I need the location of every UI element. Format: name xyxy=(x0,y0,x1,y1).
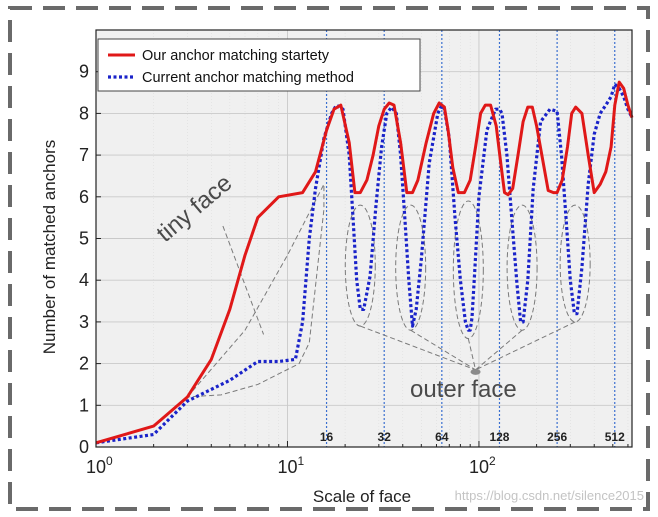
x-tick-label: 102 xyxy=(469,454,496,477)
outer-face-marker xyxy=(470,368,481,375)
y-tick-label: 5 xyxy=(79,229,89,249)
series-our-strategy xyxy=(95,80,634,445)
x-tick-label: 101 xyxy=(277,454,304,477)
outer-face-pointer xyxy=(360,325,476,371)
dashed-frame xyxy=(8,6,650,511)
y-tick-label: 0 xyxy=(79,437,89,457)
scale-label-512: 512 xyxy=(605,430,625,444)
y-tick-label: 7 xyxy=(79,145,89,165)
scale-label-16: 16 xyxy=(320,430,334,444)
scale-label-32: 32 xyxy=(378,430,392,444)
scale-lines: 16 32 64 128 256 512 xyxy=(320,30,625,447)
legend: Our anchor matching startety Current anc… xyxy=(97,38,421,92)
y-tick-label: 1 xyxy=(79,395,89,415)
y-axis: 0 1 2 3 4 5 6 7 8 9 xyxy=(79,62,101,457)
x-axis: 100 101 102 xyxy=(86,441,629,477)
scale-label-256: 256 xyxy=(547,430,567,444)
outer-face-pointer xyxy=(467,338,477,370)
x-axis-label: Scale of face xyxy=(313,487,411,506)
scale-label-64: 64 xyxy=(435,430,449,444)
outer-face-pointer xyxy=(410,329,476,371)
tiny-face-hull xyxy=(186,184,325,398)
outer-face-ring xyxy=(559,204,591,323)
annotations xyxy=(186,184,591,398)
y-axis-label: Number of matched anchors xyxy=(40,140,59,355)
legend-label-current: Current anchor matching method xyxy=(142,70,354,86)
legend-label-ours: Our anchor matching startety xyxy=(142,48,330,64)
watermark: https://blog.csdn.net/silence2015 xyxy=(455,488,644,503)
outer-face-pointer xyxy=(475,329,523,371)
y-tick-label: 9 xyxy=(79,62,89,82)
x-tick-label: 100 xyxy=(86,454,113,477)
outer-face-pointer xyxy=(475,321,576,371)
minor-grid xyxy=(153,30,629,447)
scale-label-128: 128 xyxy=(489,430,509,444)
y-tick-label: 3 xyxy=(79,312,89,332)
y-tick-label: 6 xyxy=(79,187,89,207)
legend-box xyxy=(97,38,421,92)
annotation-outer-face: outer face xyxy=(410,376,517,403)
y-tick-label: 8 xyxy=(79,103,89,123)
y-tick-label: 4 xyxy=(79,270,89,290)
y-tick-label: 2 xyxy=(79,354,89,374)
tiny-face-pointer xyxy=(222,225,265,335)
